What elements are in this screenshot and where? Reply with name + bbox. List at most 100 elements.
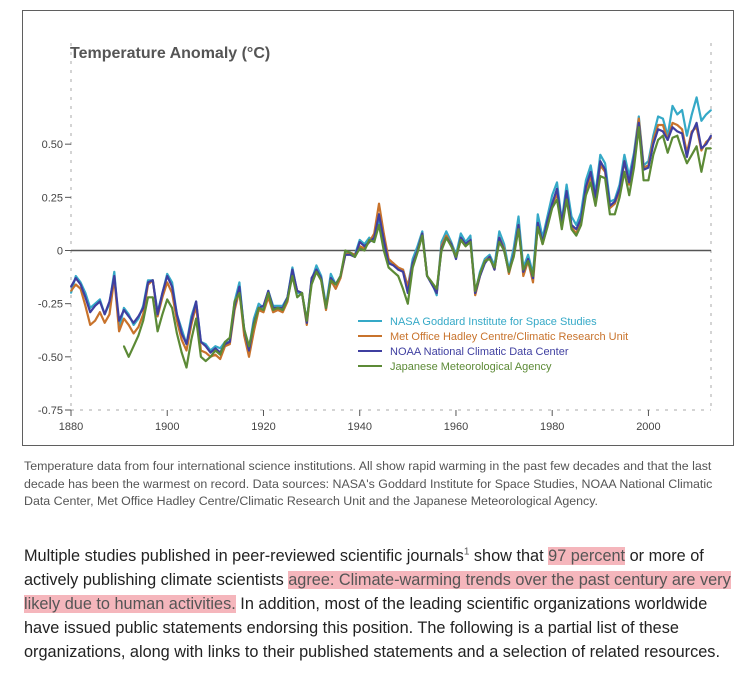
data-point <box>700 119 703 122</box>
data-point <box>392 270 395 273</box>
data-point <box>585 194 587 197</box>
data-point <box>339 275 342 277</box>
data-point <box>305 321 308 324</box>
data-point <box>74 277 77 279</box>
data-point <box>277 309 279 311</box>
data-point <box>228 336 231 339</box>
data-point <box>508 273 510 275</box>
data-point <box>137 334 140 337</box>
data-point <box>522 268 525 271</box>
data-point <box>488 256 491 258</box>
data-point <box>118 330 120 333</box>
data-point <box>440 241 443 243</box>
data-point <box>565 190 568 192</box>
series-3 <box>70 121 712 354</box>
data-point <box>671 122 674 124</box>
data-point <box>416 251 419 254</box>
data-point <box>209 351 212 354</box>
legend-label: Met Office Hadley Centre/Climatic Resear… <box>390 331 628 343</box>
data-point <box>305 319 308 322</box>
footnote-link[interactable]: 1 <box>463 546 470 558</box>
data-point <box>382 249 385 252</box>
data-point <box>358 247 361 250</box>
data-point <box>219 353 222 356</box>
data-point <box>310 283 313 286</box>
data-point <box>238 292 241 294</box>
data-point <box>103 321 106 324</box>
data-point <box>310 277 313 279</box>
data-point <box>305 324 308 326</box>
data-point <box>363 245 366 248</box>
data-point <box>402 287 404 290</box>
data-point <box>281 311 284 314</box>
data-point <box>123 307 125 309</box>
data-point <box>459 236 462 239</box>
data-point <box>277 307 279 309</box>
data-point <box>710 147 712 150</box>
data-point <box>402 270 404 273</box>
data-point <box>657 115 659 118</box>
data-point <box>493 268 496 271</box>
data-point <box>536 226 539 229</box>
data-point <box>604 162 606 165</box>
data-point <box>214 345 217 348</box>
data-point <box>565 198 568 201</box>
data-point <box>94 319 96 322</box>
y-tick-label: 0 <box>57 246 63 258</box>
data-point <box>575 224 578 226</box>
data-point <box>224 341 226 343</box>
data-point <box>637 115 640 118</box>
data-point <box>108 300 111 303</box>
data-point <box>503 249 505 252</box>
data-point <box>628 181 631 184</box>
data-point <box>671 136 674 139</box>
data-point <box>570 228 573 231</box>
data-point <box>488 258 491 260</box>
data-point <box>301 292 303 294</box>
data-point <box>392 264 395 267</box>
series-1 <box>69 96 712 352</box>
data-point <box>613 200 616 203</box>
data-point <box>695 122 698 124</box>
data-point <box>676 113 679 116</box>
data-point <box>483 260 486 262</box>
data-point <box>132 324 135 326</box>
data-point <box>99 300 101 303</box>
data-point <box>686 134 688 137</box>
data-point <box>700 147 703 150</box>
data-point <box>89 324 92 326</box>
data-point <box>623 153 626 156</box>
data-point <box>123 309 125 311</box>
legend-label: Japanese Meteorological Agency <box>390 361 552 373</box>
data-point <box>378 224 380 226</box>
data-point <box>508 270 510 273</box>
data-point <box>320 279 323 282</box>
data-point <box>695 145 698 148</box>
data-point <box>253 324 255 326</box>
data-point <box>368 236 371 239</box>
data-point <box>676 134 679 137</box>
data-point <box>618 196 621 199</box>
data-point <box>556 181 558 184</box>
data-point <box>180 332 183 335</box>
data-point <box>344 249 347 252</box>
data-point <box>681 149 683 152</box>
data-point <box>142 307 145 309</box>
data-point <box>84 296 87 299</box>
data-point <box>127 315 130 318</box>
data-point <box>132 332 135 335</box>
data-point <box>637 126 640 129</box>
x-tick-label: 1960 <box>444 421 468 433</box>
data-point <box>435 292 438 294</box>
data-point <box>334 287 337 290</box>
data-point <box>286 298 289 301</box>
data-point <box>426 275 428 277</box>
data-point <box>604 168 606 171</box>
data-point <box>200 355 202 358</box>
series-4 <box>122 126 712 369</box>
data-point <box>474 290 477 292</box>
data-point <box>522 275 525 277</box>
data-point <box>354 256 356 258</box>
data-point <box>503 243 505 246</box>
data-point <box>527 258 529 260</box>
